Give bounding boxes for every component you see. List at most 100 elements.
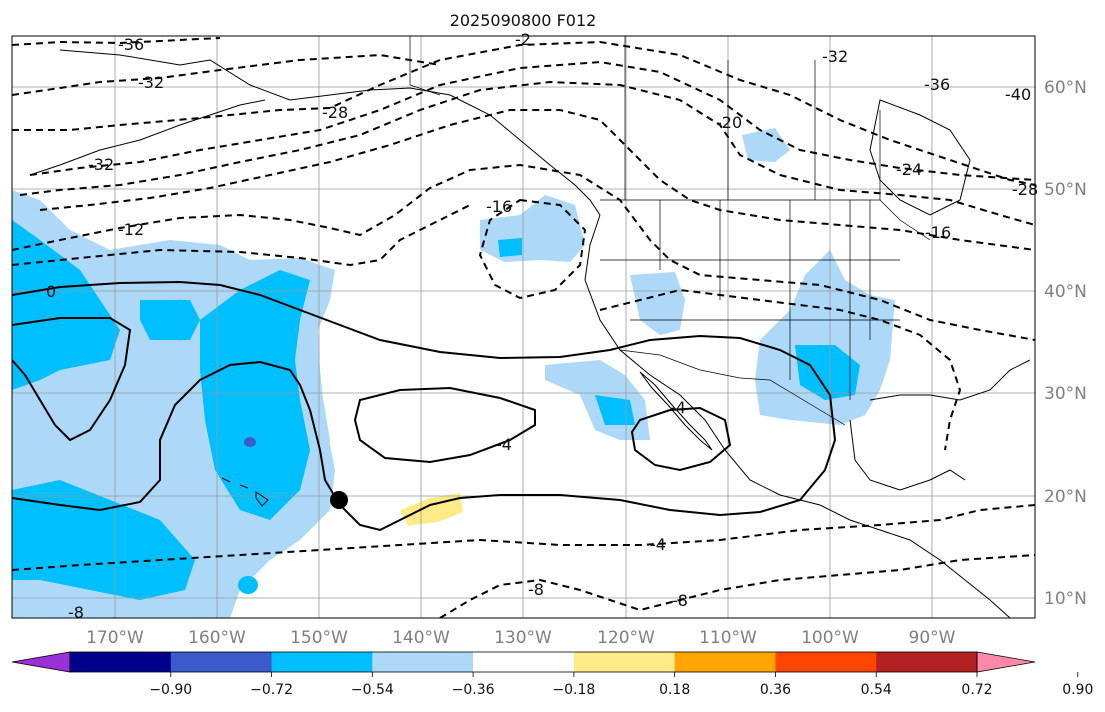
contour-label: -2 [515,30,531,49]
contour-neg12 [12,163,1035,341]
colorbar-segment [473,652,575,672]
contour-label: -12 [118,220,144,239]
contour-0-line [12,280,837,532]
lat-label: 40°N [1044,282,1087,302]
contour-label: -28 [322,103,348,122]
colorbar-extend-max [976,651,1036,673]
lon-label: 140°W [392,628,450,648]
contour-label: -28 [1012,180,1038,199]
coast-alaska [59,49,601,216]
border-alaska-canada [409,36,441,96]
contour-neg8-south-2 [439,554,1035,618]
colorbar-segment [674,652,776,672]
colorbar-frame [69,651,978,673]
lat-label: 30°N [1044,384,1087,404]
shade-mid-blue-spot [238,576,258,594]
coastlines [29,49,1031,618]
contour-label: -8 [68,603,84,622]
coast-aleutians [29,99,266,176]
colorbar-segment [372,652,474,672]
longitude-labels: 170°W 160°W 150°W 140°W 130°W 120°W 110°… [86,628,956,648]
border-us-canada [600,199,931,241]
lon-label: 90°W [909,628,956,648]
shade-mid-blue-us [795,345,860,400]
map-frame [11,35,1036,619]
contour-0-westloop [12,317,132,442]
colorbar-tick-label: 0.18 [659,682,690,698]
contour-label: -4 [670,398,686,417]
colorbar-segment [70,652,172,672]
colorbar-tick-label: 0.90 [1062,682,1093,698]
contour-neg8-north [12,204,471,267]
contour-neg4-baja [630,406,732,472]
border-canada-provinces [624,36,881,200]
border-us-mexico [619,349,846,426]
shaded-regions [12,128,895,618]
colorbar-segment [876,652,978,672]
colorbar-extend-min [11,651,71,673]
contour-label: -32 [88,155,114,174]
latitude-labels: 60°N 50°N 40°N 30°N 20°N 10°N [1044,78,1087,609]
coast-mexico-gulf [849,419,966,491]
lon-label: 110°W [699,628,757,648]
contour-label: -36 [924,75,950,94]
colorbar-tick-label: 0.72 [961,682,992,698]
colorbar-tick-label: −0.18 [552,682,595,698]
figure-title: 2025090800 F012 [450,11,597,30]
colorbar-segment [775,652,877,672]
contour-neg4-east [599,288,962,451]
contour-label: -8 [672,591,688,610]
lat-label: 10°N [1044,589,1087,609]
contour-label: -16 [486,197,512,216]
contour-label: -36 [118,35,144,54]
contour-label: -4 [650,535,666,554]
colorbar-segment [573,652,676,672]
storm-center-marker [330,491,348,509]
contour-neg4-pacific [353,386,536,464]
colorbar-segment [170,652,273,672]
shade-royal-blue-spot [244,437,256,447]
colorbar-tick-label: −0.90 [149,682,192,698]
contour-label: -32 [822,47,848,66]
lon-label: 120°W [597,628,655,648]
coast-west-north-america [584,214,1011,618]
shade-mid-blue-2 [200,270,310,520]
shade-mid-blue-nepac [498,238,522,257]
lon-label: 160°W [188,628,246,648]
lat-label: 20°N [1044,487,1087,507]
coast-gulf-mexico [869,359,1031,401]
contour-label: -32 [138,73,164,92]
lat-label: 60°N [1044,78,1087,98]
contour-neg36-west [12,37,221,46]
colorbar-tick-label: −0.54 [351,682,394,698]
border-us-states [600,200,900,400]
colorbar: −0.90 −0.72 −0.54 −0.36 −0.18 0.18 0.36 0.54 0.7… [11,651,1093,698]
shade-light-blue-us [755,250,895,425]
shade-light-blue-sw-us [630,272,685,335]
political-borders [409,36,931,426]
contour-neg20 [19,80,1035,226]
shade-mid-blue-4 [140,300,200,340]
contour-label: -16 [925,223,951,242]
contours [12,37,1035,618]
shade-light-blue-canada [742,128,790,162]
contour-label: -20 [716,113,742,132]
contour-label: -8 [528,580,544,599]
map-grid [12,36,1035,618]
contour-label: 0 [46,282,56,301]
shade-mid-blue-baja [595,395,635,425]
contour-label: -24 [896,160,922,179]
lon-label: 150°W [290,628,348,648]
map-panel: -36 -32 -28 -32 -12 0 -16 -20 -32 -36 -4… [11,30,1038,622]
coast-hawaii [221,477,269,507]
lat-label: 50°N [1044,180,1087,200]
contour-labels: -36 -32 -28 -32 -12 0 -16 -20 -32 -36 -4… [46,30,1038,622]
shade-mid-blue-3 [12,480,195,600]
colorbar-tick-label: −0.72 [250,682,293,698]
coast-baja [639,371,713,451]
colorbar-tick-label: 0.36 [760,682,791,698]
lon-label: 170°W [86,628,144,648]
lon-label: 130°W [494,628,552,648]
contour-label: -40 [1005,85,1031,104]
